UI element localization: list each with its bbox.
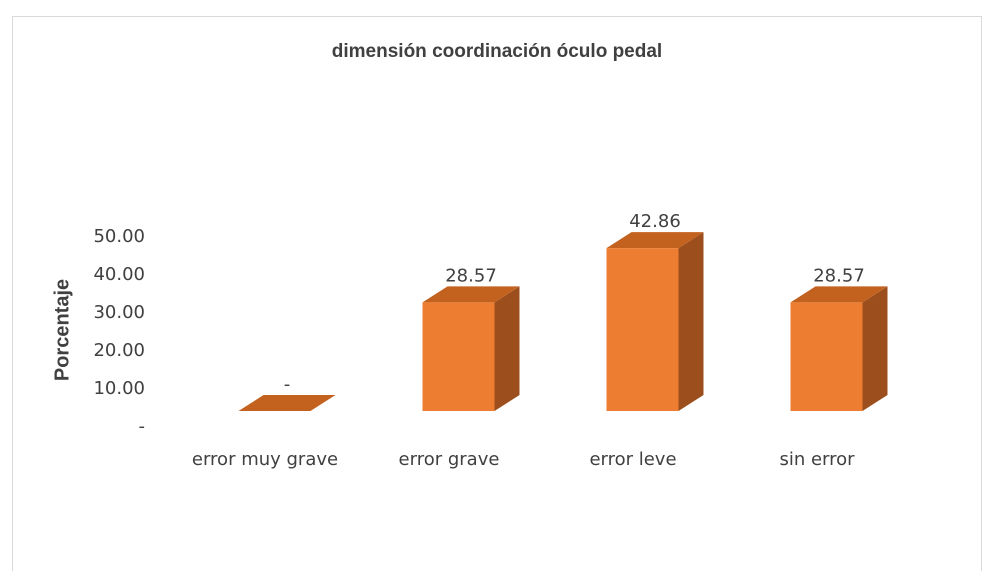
value-label: 28.57: [813, 265, 865, 286]
bar-top: [606, 232, 704, 249]
value-label: 28.57: [445, 265, 497, 286]
bar-side: [678, 232, 704, 411]
bar: [790, 302, 863, 411]
bar: [606, 248, 679, 411]
y-tick-label: 50.00: [93, 226, 145, 247]
x-tick-label: error leve: [589, 449, 676, 470]
y-tick-label: 20.00: [93, 340, 145, 361]
y-tick-label: 40.00: [93, 264, 145, 285]
bar-side: [862, 286, 888, 411]
bar-top: [422, 286, 520, 303]
y-tick-label: -: [139, 416, 146, 437]
chart-title: dimensión coordinación óculo pedal: [332, 41, 662, 62]
bar-top: [238, 395, 336, 411]
y-axis-label: Porcentaje: [51, 279, 73, 381]
x-tick-label: error muy grave: [192, 449, 338, 470]
value-label: -: [284, 374, 291, 395]
bar-top: [790, 286, 888, 303]
y-tick-label: 30.00: [93, 302, 145, 323]
bar-side: [494, 286, 520, 411]
x-tick-label: sin error: [779, 449, 855, 470]
value-label: 42.86: [629, 211, 681, 232]
x-tick-label: error grave: [399, 449, 500, 470]
bar: [422, 302, 495, 411]
y-tick-label: 10.00: [93, 378, 145, 399]
